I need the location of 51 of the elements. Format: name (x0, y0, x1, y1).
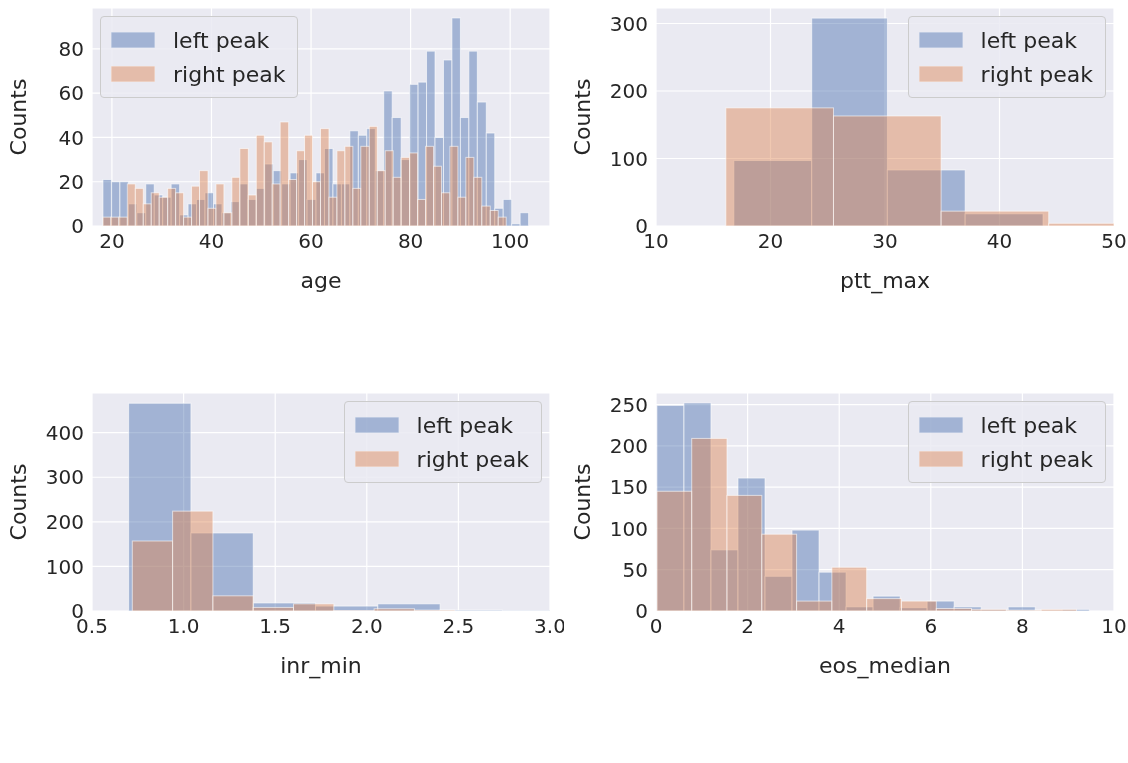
y-tick-label: 400 (45, 420, 84, 445)
y-tick-label: 300 (45, 465, 84, 490)
x-tick-label: 20 (757, 229, 784, 254)
x-tick-label: 10 (1101, 614, 1127, 639)
x-tick-label: 40 (198, 229, 225, 254)
y-tick-label: 40 (58, 125, 84, 150)
x-axis-title: ptt_max (839, 268, 931, 294)
legend-label: right peak (980, 446, 1093, 472)
x-tick-label: 3.0 (534, 614, 566, 639)
x-tick-label: 20 (99, 229, 125, 254)
legend-label: left peak (980, 412, 1077, 438)
y-axis-title: Counts (569, 463, 595, 541)
y-tick-label: 100 (45, 554, 84, 579)
y-axis-title: Counts (5, 78, 31, 156)
x-tick-label: 30 (872, 229, 898, 254)
y-tick-label: 200 (609, 433, 648, 458)
x-axis-title: age (300, 268, 342, 293)
x-tick-label: 4 (832, 614, 846, 639)
x-axis-title: eos_median (819, 653, 951, 679)
x-axis-title: inr_min (280, 653, 362, 679)
x-tick-label: 1.5 (259, 614, 292, 639)
y-tick-label: 80 (58, 37, 84, 62)
x-tick-label: 2.0 (350, 614, 383, 639)
y-tick-label: 60 (58, 81, 84, 106)
x-tick-label: 1.0 (167, 614, 200, 639)
x-tick-label: 6 (924, 614, 938, 639)
legend-label: left peak (173, 27, 270, 53)
x-tick-label: 80 (397, 229, 424, 254)
y-tick-label: 250 (609, 392, 648, 417)
y-tick-label: 150 (609, 475, 648, 500)
y-tick-label: 300 (609, 11, 648, 36)
legend-label: left peak (416, 412, 513, 438)
x-tick-label: 2.5 (442, 614, 475, 639)
x-tick-label: 50 (1101, 229, 1127, 254)
legend-label: right peak (173, 61, 286, 87)
y-tick-label: 200 (45, 509, 84, 534)
legend-label: right peak (416, 446, 529, 472)
y-tick-label: 200 (609, 79, 648, 104)
x-tick-label: 100 (491, 229, 530, 254)
legend-label: left peak (980, 27, 1077, 53)
x-tick-label: 8 (1016, 614, 1029, 639)
x-tick-label: 2 (741, 614, 754, 639)
y-axis-title: Counts (5, 463, 31, 541)
y-tick-label: 100 (609, 146, 648, 171)
legend-label: right peak (980, 61, 1093, 87)
y-tick-label: 20 (58, 169, 84, 194)
x-tick-label: 40 (986, 229, 1013, 254)
y-tick-label: 100 (609, 516, 648, 541)
y-tick-label: 50 (622, 557, 648, 582)
x-tick-label: 60 (298, 229, 324, 254)
y-axis-title: Counts (569, 78, 595, 156)
